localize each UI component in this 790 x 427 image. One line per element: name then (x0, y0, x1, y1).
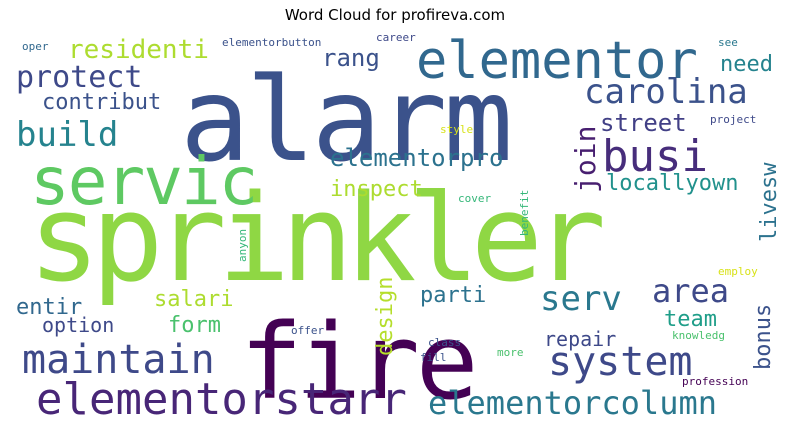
word-elementorcolumn: elementorcolumn (428, 384, 717, 422)
word-busi: busi (602, 131, 708, 182)
word-style: style (440, 123, 473, 136)
word-benefit: benefit (518, 190, 531, 236)
word-locallyown: locallyown (606, 171, 738, 196)
word-servic: servic (30, 143, 256, 220)
word-salari: salari (154, 287, 233, 312)
word-residenti: residenti (68, 35, 209, 65)
word-entir: entir (16, 295, 82, 320)
word-see: see (718, 36, 738, 49)
word-area: area (652, 272, 729, 310)
word-fire: fire (240, 301, 474, 423)
word-form: form (168, 313, 221, 338)
word-inspect: inspect (330, 177, 423, 202)
word-anyon: anyon (236, 229, 249, 262)
word-parti: parti (420, 283, 486, 308)
word-alarm: alarm (180, 53, 509, 188)
word-more: more (497, 346, 524, 359)
word-protect: protect (16, 60, 142, 95)
word-contribut: contribut (42, 90, 161, 115)
word-option: option (42, 313, 114, 337)
word-cover: cover (458, 192, 491, 205)
word-street: street (600, 109, 687, 137)
word-system: system (548, 339, 693, 385)
word-design: design (373, 277, 398, 356)
word-maintain: maintain (22, 337, 215, 383)
word-fill: fill (420, 351, 447, 364)
word-join: join (569, 126, 602, 193)
word-offer: offer (291, 324, 324, 337)
chart-title: Word Cloud for profireva.com (284, 6, 506, 24)
word-class: class (428, 336, 461, 349)
word-career: career (376, 31, 416, 44)
word-bonus: bonus (751, 304, 776, 370)
word-elementorbutton: elementorbutton (222, 36, 321, 49)
word-team: team (664, 307, 717, 332)
word-carolina: carolina (584, 72, 748, 112)
word-profession: profession (682, 375, 748, 388)
word-sprinkler: sprinkler (28, 170, 602, 309)
word-serv: serv (540, 279, 622, 319)
word-rang: rang (322, 44, 380, 72)
word-repair: repair (544, 327, 616, 351)
word-elementorpro: elementorpro (330, 144, 503, 172)
word-need: need (720, 52, 773, 77)
word-elementor: elementor (416, 31, 698, 91)
word-build: build (16, 115, 118, 155)
word-livesw: livesw (757, 162, 782, 242)
word-oper: oper (22, 40, 49, 53)
word-elementorstarr: elementorstarr (36, 374, 407, 425)
word-project: project (710, 113, 756, 126)
word-knowledg: knowledg (672, 329, 725, 342)
word-employ: employ (718, 265, 758, 278)
